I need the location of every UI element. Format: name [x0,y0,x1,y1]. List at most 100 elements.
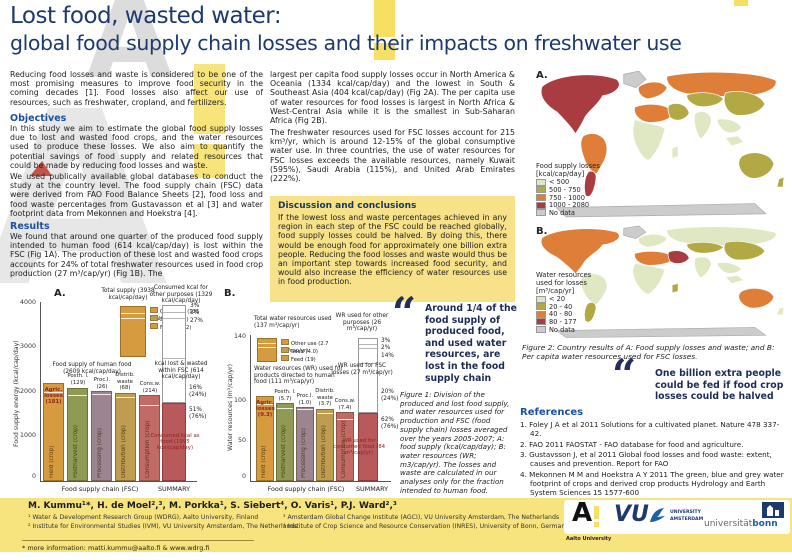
chart-b-bar-top-label: Posth. l. (5.7) [274,389,296,402]
chart-b-bar-name: Distribution (crop) [321,425,327,478]
legend-item: 20 - 40 [536,303,608,311]
aalto-watermark-exclaim-column-dot [194,144,225,178]
chart-b-summary-pct: 3% [381,338,391,344]
chart-b-bar-postharvest [276,403,294,481]
legend-swatch [536,318,546,326]
vu-logo-text1: UNIVERSITY [670,510,701,515]
chart-b-seg-label: Feed (19) [281,355,351,364]
legend-item: < 20 [536,295,608,303]
chart-a-bar-name: Processing (crop) [97,428,103,478]
map-region-antarctica [555,327,767,338]
map-region-greenland [623,225,647,239]
map-region-central-asia [686,242,724,254]
aalto-logo-text: Aalto University [566,536,612,542]
aalto-watermark-exclaim-column-stem [194,64,225,134]
chart-b-lost-pct: 20% (24%) [381,389,399,402]
chart-b-agric-losses-label: Agric. losses (9.3) [256,400,275,419]
map-region-south-america [580,273,608,305]
chart-a-panel-label: A. [54,288,66,299]
chart-a-bar-top-label: Distrib. waste (68) [115,372,135,391]
bonn-emblem-icon [762,502,784,518]
footer-affiliation-3: ³ Amsterdam Global Change Institute (AGC… [283,514,560,521]
map-region-russia [666,71,777,97]
aalto-watermark-exclaim-header-dot [374,43,395,60]
chart-b-losses-label: WR used for FSC losses (27 m³/cap/yr) [331,363,393,376]
map-region-africa-north [634,103,674,123]
chart-b-ytick: 50 [237,437,246,444]
chart-b-bar-top-label: Proc.l. (1.0) [296,393,314,406]
chart-a-summary-pct: 27% [190,318,203,324]
map-region-russia [666,226,777,246]
aalto-logo-a: A [572,498,593,528]
chart-a-human-food-label: Food supply of human food (2609 kcal/cap… [52,362,132,375]
discussion-box: Discussion and conclusions If the lowest… [270,196,515,302]
chart-b-bar-top-label: Distrib. waste (3.7) [315,388,335,407]
map-b-legend: Water resources used for losses [m³/cap/… [536,271,608,334]
legend-item: 500 - 750 [536,186,608,194]
vu-logo-text2: AMSTERDAM [670,517,704,522]
vu-logo: VU UNIVERSITY AMSTERDAM [614,502,704,532]
map-region-europe [638,234,668,248]
map-region-new-zealand [776,176,785,188]
discussion-heading: Discussion and conclusions [278,201,417,211]
chart-a-bar-name: Postharvest (crop) [73,424,79,478]
footer-affiliation-4: ⁴ Institute of Crop Science and Resource… [283,523,569,530]
chart-b-ytick: 140 [233,333,246,340]
bonn-logo-text: universitätbonn [704,519,778,529]
chart-a-total-label: Total supply (3938 kcal/cap/day) [101,288,155,301]
bonn-logo: universitätbonn [704,502,788,532]
chart-a-x-axis [40,481,197,482]
chart-b-ytick: 0 [241,473,246,480]
map-a-panel-label: A. [536,70,548,81]
intro-paragraph: Reducing food losses and waste is consid… [10,70,263,107]
legend-item: No data [536,326,608,334]
map-region-australia [738,288,775,309]
poster-title-line1: Lost food, wasted water: [10,3,282,29]
chart-a-ytick: 2000 [19,388,36,395]
chart-a-lost-label: kcal lost & wasted within FSC (614 kcal/… [154,361,208,380]
legend-swatch [536,326,546,334]
results-paragraph-3: The freshwater resources used for FSC lo… [270,128,515,184]
aalto-logo-exclaim-dot [594,522,599,527]
chart-a-bar-top-label: Proc.l. (26) [93,377,111,390]
segment-swatch [150,315,158,321]
figure1-caption: Figure 1: Division of the produced and l… [400,390,510,495]
legend-item: < 500 [536,178,608,186]
chart-b-seg-label: Other use (2.7 m³/cap/yr) [281,339,329,354]
chart-b-consumed-label: WR used for consumed food (84 m³/cap/yr) [332,438,386,457]
chart-b-bar-distribution [316,409,334,481]
map-region-greenland [623,70,647,88]
map-region-africa-sub [632,262,666,295]
chart-a-x-label-fsc: Food supply chain (FSC) [61,485,139,493]
chart-a-bar-name: Distribution (crop) [121,425,127,478]
references-list: 1. Foley J A et al 2011 Solutions for a … [520,420,788,499]
chart-a-summary-bar-red [162,403,186,481]
segment-divider [121,318,145,319]
chart-a-bar-top-label: Posth. l. (129) [67,373,89,386]
chart-b-consumed-pct: 62% (76%) [381,417,399,430]
segment-swatch [150,307,158,313]
reference-item: 1. Foley J A et al 2011 Solutions for a … [520,420,780,438]
segment-swatch [150,323,158,329]
map-region-china [723,241,766,261]
chart-a-summary-bar-white [162,305,186,403]
footer-more-info: * more information: matti.kummu@aalto.fi… [22,544,210,552]
vu-griffin-icon [650,508,665,522]
chart-a-ytick: 3000 [19,343,36,350]
chart-a-bar-postharvest [67,388,88,481]
aalto-watermark-exclaim-header-stem [374,0,395,37]
legend-swatch [536,303,546,311]
legend-swatch [536,194,546,202]
chart-a-ytick: 4000 [19,299,36,306]
segment-swatch [281,339,289,345]
world-map-water-resources-losses [540,225,785,338]
chart-b-summary-bar-red [358,413,378,481]
poster-title-line2: global food supply chain losses and thei… [10,31,682,55]
chart-a-ytick: 0 [31,473,36,480]
legend-item: No data [536,209,608,217]
chart-b-panel-label: B. [224,288,236,299]
chart-b-human-food-label: Water resources (WR) used for products d… [254,366,343,385]
legend-item: 40 - 80 [536,310,608,318]
legend-swatch [536,295,546,303]
